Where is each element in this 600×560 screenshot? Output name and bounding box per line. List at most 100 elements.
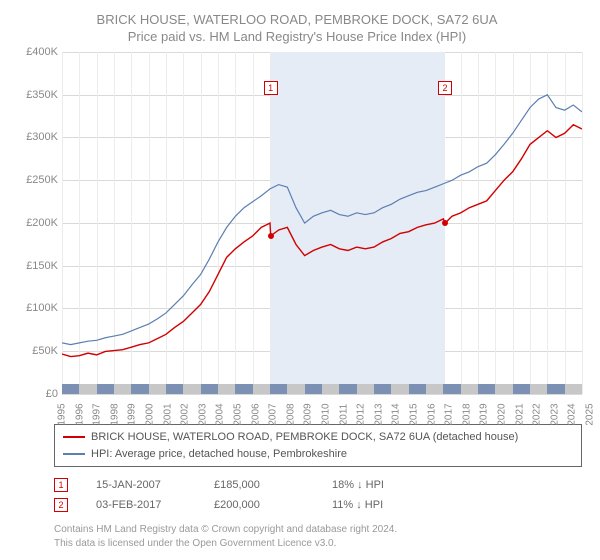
x-axis-segment [270, 384, 287, 394]
x-tick-label: 2021 [514, 400, 525, 430]
x-tick-label: 2011 [338, 400, 349, 430]
sale-price: £200,000 [214, 499, 304, 511]
sale-date: 15-JAN-2007 [96, 479, 186, 491]
sale-marker-icon: 1 [54, 478, 68, 492]
x-axis-segment [547, 384, 564, 394]
x-tick-label: 1999 [127, 400, 138, 430]
x-tick-label: 1996 [74, 400, 85, 430]
x-tick-label: 2023 [549, 400, 560, 430]
x-axis-segment [201, 384, 218, 394]
x-axis-segment [149, 384, 166, 394]
y-tick-label: £100K [14, 302, 58, 314]
x-tick-label: 2014 [391, 400, 402, 430]
x-tick-label: 2016 [426, 400, 437, 430]
sale-marker-point [442, 220, 448, 226]
x-axis-segment [374, 384, 391, 394]
footer-line: Contains HM Land Registry data © Crown c… [54, 523, 582, 537]
x-axis-segment [391, 384, 408, 394]
x-axis-segment [357, 384, 374, 394]
x-axis-segment [443, 384, 460, 394]
x-tick-label: 2022 [532, 400, 543, 430]
x-tick-label: 2001 [162, 400, 173, 430]
x-axis-segment [218, 384, 235, 394]
legend-label: HPI: Average price, detached house, Pemb… [91, 446, 347, 463]
y-tick-label: £350K [14, 89, 58, 101]
x-tick-label: 1995 [57, 400, 68, 430]
legend-swatch [63, 436, 85, 438]
sale-delta: 11% ↓ HPI [332, 499, 422, 511]
sale-date: 03-FEB-2017 [96, 499, 186, 511]
y-tick-label: £200K [14, 217, 58, 229]
x-axis-segment [513, 384, 530, 394]
x-tick-label: 2010 [321, 400, 332, 430]
y-tick-label: £50K [14, 345, 58, 357]
x-tick-label: 2025 [585, 400, 596, 430]
sale-price: £185,000 [214, 479, 304, 491]
x-axis-segment [565, 384, 582, 394]
legend-label: BRICK HOUSE, WATERLOO ROAD, PEMBROKE DOC… [91, 429, 518, 446]
x-tick-label: 1998 [109, 400, 120, 430]
sale-delta: 18% ↓ HPI [332, 479, 422, 491]
x-axis-segment [97, 384, 114, 394]
x-tick-label: 2018 [461, 400, 472, 430]
legend: BRICK HOUSE, WATERLOO ROAD, PEMBROKE DOC… [54, 424, 582, 467]
chart-area: £0£50K£100K£150K£200K£250K£300K£350K£400… [54, 52, 582, 422]
x-axis-segment [287, 384, 304, 394]
chart-title: BRICK HOUSE, WATERLOO ROAD, PEMBROKE DOC… [12, 12, 582, 46]
sale-marker-label: 2 [438, 81, 452, 95]
footer: Contains HM Land Registry data © Crown c… [54, 523, 582, 550]
x-axis-segment [530, 384, 547, 394]
x-axis-segment [495, 384, 512, 394]
x-tick-label: 2019 [479, 400, 490, 430]
x-axis-segment [409, 384, 426, 394]
sale-marker-label: 1 [264, 81, 278, 95]
sale-marker-icon: 2 [54, 498, 68, 512]
x-tick-label: 2008 [285, 400, 296, 430]
legend-row: HPI: Average price, detached house, Pemb… [63, 446, 573, 463]
x-tick-label: 2006 [250, 400, 261, 430]
x-axis-segment [131, 384, 148, 394]
title-line1: BRICK HOUSE, WATERLOO ROAD, PEMBROKE DOC… [12, 12, 582, 29]
series-hpi [62, 52, 582, 394]
table-row: 2 03-FEB-2017 £200,000 11% ↓ HPI [54, 495, 582, 515]
x-tick-label: 2024 [567, 400, 578, 430]
y-tick-label: £400K [14, 46, 58, 58]
plot-area: £0£50K£100K£150K£200K£250K£300K£350K£400… [62, 52, 582, 394]
x-tick-label: 2003 [197, 400, 208, 430]
x-axis-segment [253, 384, 270, 394]
x-axis-segment [322, 384, 339, 394]
x-tick-label: 2007 [268, 400, 279, 430]
y-tick-label: £150K [14, 260, 58, 272]
y-tick-label: £250K [14, 174, 58, 186]
x-axis-segment [62, 384, 79, 394]
x-tick-label: 2005 [232, 400, 243, 430]
x-tick-label: 2002 [180, 400, 191, 430]
table-row: 1 15-JAN-2007 £185,000 18% ↓ HPI [54, 475, 582, 495]
x-axis-segment [305, 384, 322, 394]
x-axis-segment [114, 384, 131, 394]
x-tick-label: 2020 [497, 400, 508, 430]
legend-row: BRICK HOUSE, WATERLOO ROAD, PEMBROKE DOC… [63, 429, 573, 446]
x-tick-label: 2009 [303, 400, 314, 430]
x-tick-label: 2013 [373, 400, 384, 430]
y-tick-label: £300K [14, 131, 58, 143]
x-axis-segment [183, 384, 200, 394]
sale-marker-point [268, 233, 274, 239]
gridline-v [582, 52, 583, 394]
sales-table: 1 15-JAN-2007 £185,000 18% ↓ HPI 2 03-FE… [54, 475, 582, 515]
x-axis-segment [478, 384, 495, 394]
x-axis-segment [235, 384, 252, 394]
x-tick-label: 2012 [356, 400, 367, 430]
x-axis-segment [166, 384, 183, 394]
x-tick-label: 2000 [144, 400, 155, 430]
x-axis-segment [339, 384, 356, 394]
x-axis-segment [426, 384, 443, 394]
x-axis-band [62, 384, 582, 394]
x-tick-label: 2015 [408, 400, 419, 430]
x-tick-label: 1997 [92, 400, 103, 430]
footer-line: This data is licensed under the Open Gov… [54, 537, 582, 551]
y-tick-label: £0 [14, 388, 58, 400]
x-axis-segment [79, 384, 96, 394]
x-tick-label: 2004 [215, 400, 226, 430]
legend-swatch [63, 453, 85, 455]
